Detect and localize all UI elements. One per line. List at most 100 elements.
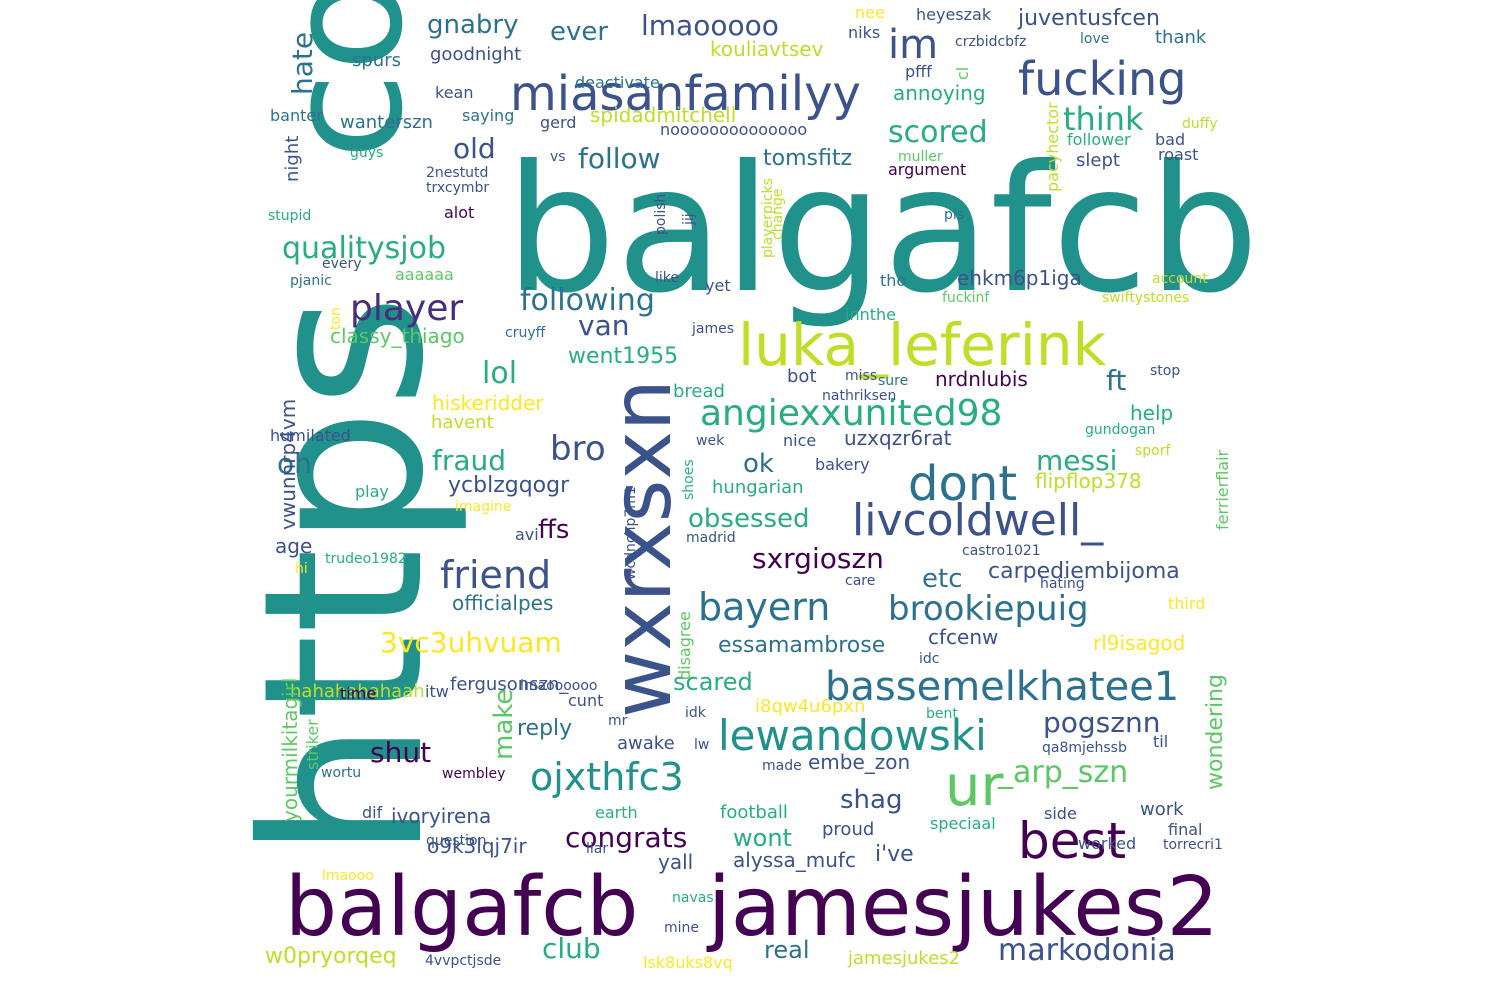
word-104: noooooooooooooo [660, 120, 807, 139]
word-167: third [1168, 594, 1205, 613]
word-24: follow [578, 142, 661, 175]
word-73: cfcenw [928, 625, 998, 649]
word-67: uzxqzr6rat [844, 426, 952, 450]
word-174: idk [685, 705, 707, 721]
word-184: dif [362, 803, 383, 822]
word-133: account [1152, 271, 1208, 287]
word-60: kouliavtsev [710, 37, 824, 61]
word-97: thank [1155, 27, 1207, 48]
word-35: bro [550, 429, 606, 469]
word-128: pjanic [290, 273, 332, 289]
word-147: havent [431, 412, 494, 433]
word-201: jamesjukes2 [847, 948, 960, 969]
word-34: 3vc3uhvuam [380, 626, 562, 659]
word-56: real [764, 936, 809, 964]
word-52: ffs [538, 515, 569, 545]
word-0: balgafcb [505, 129, 1259, 332]
word-156: shoes [681, 459, 697, 500]
word-87: yourmilkitagirl [278, 678, 302, 822]
word-163: hi [295, 561, 308, 577]
word-55: wont [733, 824, 792, 852]
word-48: van [578, 309, 629, 342]
word-15: angiexxunited98 [700, 393, 1002, 434]
word-159: avi [515, 525, 539, 544]
word-116: slept [1076, 150, 1120, 171]
word-171: lmaoooooo [520, 678, 598, 694]
word-127: every [322, 256, 362, 272]
word-46: old [453, 132, 496, 165]
word-179: qa8mjehssb [1042, 740, 1127, 756]
word-69: flipflop378 [1035, 469, 1142, 493]
word-51: ft [1106, 364, 1126, 397]
word-140: bread [673, 381, 725, 402]
word-157: hungarian [712, 477, 804, 498]
word-194: liar [586, 841, 608, 857]
word-112: guys [350, 145, 383, 161]
word-86: vwunnrp4vm [276, 399, 300, 530]
word-162: trudeo1982 [325, 551, 407, 567]
word-61: annoying [893, 81, 986, 105]
word-12: livcoldwell_ [852, 495, 1104, 546]
word-151: gundogan [1085, 422, 1155, 438]
word-33: sxrgioszn [752, 542, 884, 575]
word-161: castro1021 [962, 543, 1041, 559]
word-169: time [340, 684, 376, 703]
word-41: gnabry [427, 10, 519, 40]
word-183: wembley [442, 766, 505, 782]
word-197: navas [672, 890, 714, 906]
word-105: pfff [905, 62, 932, 81]
word-53: make [489, 689, 519, 760]
word-114: muller [898, 149, 943, 165]
word-81: i've [875, 842, 914, 867]
word-146: ferrierflair [1213, 449, 1232, 530]
word-152: bakery [815, 455, 870, 474]
word-20: player [350, 288, 463, 329]
word-10: best [1018, 812, 1126, 870]
word-77: i8qw4u6pxn [755, 696, 865, 717]
word-27: markodonia [998, 933, 1176, 968]
word-30: shut [370, 736, 431, 769]
word-76: hahahahahaah [290, 681, 425, 702]
word-17: bayern [698, 585, 830, 629]
word-195: worked [1078, 834, 1136, 853]
word-120: stupid [268, 208, 311, 224]
word-172: cunt [568, 691, 603, 710]
word-98: spurs [352, 50, 401, 71]
word-170: itw [425, 682, 449, 701]
word-164: disagree [675, 611, 694, 680]
word-130: tho [880, 271, 906, 290]
word-54: reply [517, 716, 572, 741]
word-136: ton [328, 307, 344, 330]
word-38: obsessed [688, 504, 810, 534]
word-190: proud [822, 819, 874, 840]
word-189: work [1140, 799, 1184, 820]
word-101: gerd [540, 113, 576, 132]
word-84: w0pryorqeq [265, 944, 397, 969]
word-199: 4vvpctjsde [425, 953, 501, 969]
word-122: polish [653, 194, 669, 235]
word-132: yet [705, 276, 731, 295]
word-8: fucking [1018, 52, 1186, 106]
word-75: fergusonszn_ [450, 674, 569, 695]
word-11: dont [908, 456, 1017, 512]
word-3: balgafcb [285, 860, 638, 955]
word-178: til [1153, 732, 1168, 751]
word-113: vs [550, 149, 566, 165]
word-59: wondering [1203, 674, 1228, 790]
word-94: heyeszak [916, 5, 992, 24]
word-18: brookiepuig [888, 589, 1089, 629]
word-193: question [426, 833, 486, 849]
word-28: congrats [565, 821, 687, 854]
word-13: lewandowski [718, 711, 987, 760]
word-57: shag [840, 785, 902, 815]
word-138: james [691, 321, 734, 337]
word-66: nrdnlubis [935, 367, 1028, 391]
word-185: earth [595, 803, 638, 822]
word-186: football [720, 802, 788, 823]
word-63: spidadmitchell [590, 103, 736, 127]
word-155: wcdnchp7m1 [623, 486, 639, 580]
word-168: idc [919, 651, 939, 667]
word-154: play [355, 482, 389, 501]
word-2: https [216, 294, 472, 860]
